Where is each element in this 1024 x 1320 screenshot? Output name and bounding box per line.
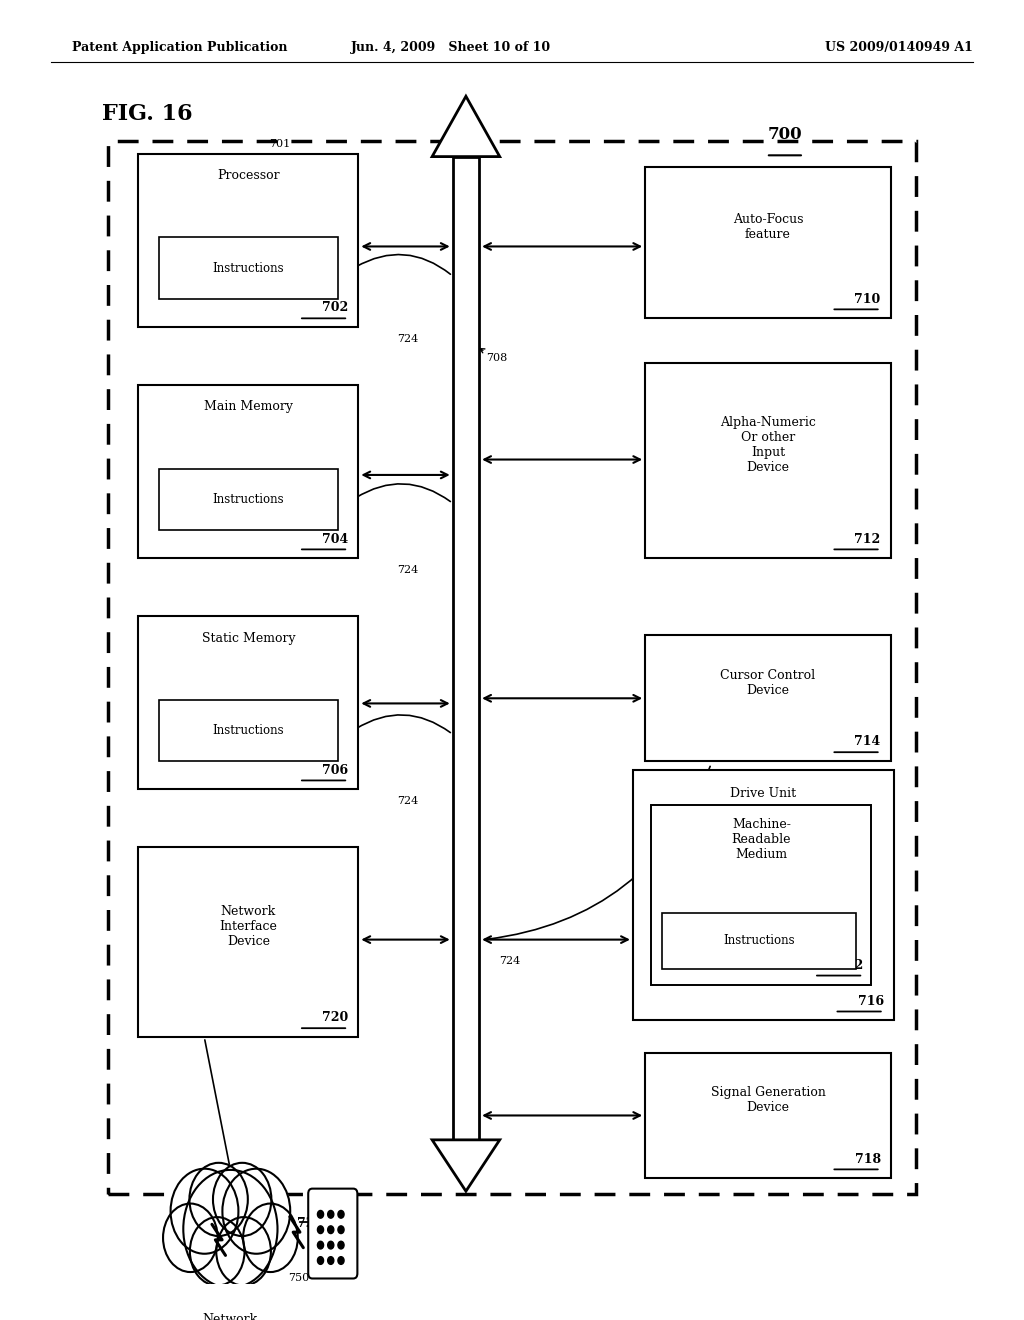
FancyBboxPatch shape bbox=[645, 635, 891, 762]
Text: 706: 706 bbox=[322, 763, 348, 776]
FancyBboxPatch shape bbox=[138, 154, 358, 327]
Circle shape bbox=[317, 1226, 324, 1234]
Text: Main Memory: Main Memory bbox=[204, 400, 293, 413]
FancyBboxPatch shape bbox=[645, 166, 891, 318]
Polygon shape bbox=[432, 1140, 500, 1191]
Text: 724: 724 bbox=[397, 565, 419, 574]
Text: 700: 700 bbox=[768, 125, 803, 143]
Text: 704: 704 bbox=[322, 532, 348, 545]
FancyBboxPatch shape bbox=[645, 363, 891, 558]
FancyBboxPatch shape bbox=[633, 770, 894, 1020]
Circle shape bbox=[243, 1204, 298, 1272]
Circle shape bbox=[338, 1210, 344, 1218]
FancyBboxPatch shape bbox=[645, 1052, 891, 1179]
Text: FIG. 16: FIG. 16 bbox=[102, 103, 194, 124]
Text: 720: 720 bbox=[322, 1011, 348, 1024]
Text: Processor: Processor bbox=[217, 169, 280, 182]
Circle shape bbox=[328, 1257, 334, 1265]
Text: Instructions: Instructions bbox=[213, 492, 284, 506]
Circle shape bbox=[338, 1226, 344, 1234]
FancyBboxPatch shape bbox=[159, 238, 338, 300]
FancyBboxPatch shape bbox=[453, 157, 479, 1140]
Text: 722: 722 bbox=[837, 958, 863, 972]
Text: Signal Generation
Device: Signal Generation Device bbox=[711, 1086, 825, 1114]
Circle shape bbox=[171, 1168, 239, 1254]
FancyBboxPatch shape bbox=[662, 912, 856, 969]
Text: 710: 710 bbox=[854, 293, 881, 305]
Text: 714: 714 bbox=[854, 735, 881, 748]
FancyBboxPatch shape bbox=[138, 847, 358, 1038]
Text: Auto-Focus
feature: Auto-Focus feature bbox=[733, 214, 803, 242]
FancyBboxPatch shape bbox=[651, 805, 871, 985]
Circle shape bbox=[183, 1170, 278, 1288]
Text: Drive Unit: Drive Unit bbox=[730, 787, 797, 800]
Text: Network: Network bbox=[203, 1313, 258, 1320]
Circle shape bbox=[328, 1226, 334, 1234]
Text: 712: 712 bbox=[854, 532, 881, 545]
Text: 750: 750 bbox=[288, 1274, 309, 1283]
Circle shape bbox=[189, 1217, 245, 1286]
Text: Instructions: Instructions bbox=[723, 935, 795, 948]
Text: Static Memory: Static Memory bbox=[202, 631, 295, 644]
Text: Alpha-Numeric
Or other
Input
Device: Alpha-Numeric Or other Input Device bbox=[720, 416, 816, 474]
Circle shape bbox=[189, 1163, 248, 1236]
Text: 724: 724 bbox=[499, 956, 520, 966]
Text: 702: 702 bbox=[322, 301, 348, 314]
Text: 724: 724 bbox=[397, 334, 419, 343]
Text: Machine-
Readable
Medium: Machine- Readable Medium bbox=[731, 817, 792, 861]
Text: US 2009/0140949 A1: US 2009/0140949 A1 bbox=[825, 41, 973, 54]
Text: 718: 718 bbox=[854, 1152, 881, 1166]
Text: Instructions: Instructions bbox=[213, 723, 284, 737]
Circle shape bbox=[216, 1217, 271, 1286]
FancyBboxPatch shape bbox=[138, 616, 358, 789]
Circle shape bbox=[222, 1168, 290, 1254]
FancyBboxPatch shape bbox=[308, 1188, 357, 1279]
Text: 708: 708 bbox=[486, 352, 508, 363]
Circle shape bbox=[317, 1241, 324, 1249]
Text: Instructions: Instructions bbox=[213, 261, 284, 275]
Text: 726: 726 bbox=[297, 1217, 324, 1230]
Circle shape bbox=[317, 1257, 324, 1265]
FancyBboxPatch shape bbox=[159, 469, 338, 531]
Text: Patent Application Publication: Patent Application Publication bbox=[72, 41, 287, 54]
Circle shape bbox=[338, 1241, 344, 1249]
FancyBboxPatch shape bbox=[138, 385, 358, 558]
Text: 716: 716 bbox=[857, 995, 884, 1007]
Circle shape bbox=[163, 1204, 218, 1272]
Text: Network
Interface
Device: Network Interface Device bbox=[219, 906, 278, 948]
Text: Cursor Control
Device: Cursor Control Device bbox=[721, 669, 815, 697]
Circle shape bbox=[328, 1210, 334, 1218]
Polygon shape bbox=[432, 96, 500, 157]
Circle shape bbox=[338, 1257, 344, 1265]
Text: Jun. 4, 2009   Sheet 10 of 10: Jun. 4, 2009 Sheet 10 of 10 bbox=[350, 41, 551, 54]
Circle shape bbox=[317, 1210, 324, 1218]
Circle shape bbox=[328, 1241, 334, 1249]
Circle shape bbox=[213, 1163, 271, 1236]
FancyBboxPatch shape bbox=[159, 700, 338, 762]
Text: 701: 701 bbox=[269, 139, 291, 149]
Text: 724: 724 bbox=[397, 796, 419, 805]
